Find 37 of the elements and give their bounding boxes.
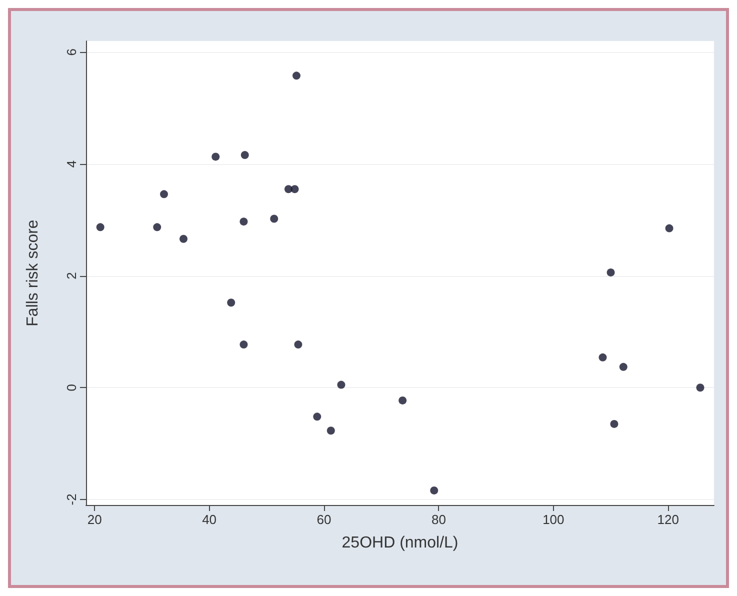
point — [270, 214, 278, 223]
y-axis-title: Falls risk score — [24, 220, 42, 326]
point — [240, 340, 248, 349]
point — [160, 190, 168, 198]
point — [610, 420, 618, 428]
x-tick-label: 60 — [316, 512, 332, 527]
point — [96, 223, 104, 232]
point — [292, 72, 300, 80]
point — [290, 185, 299, 194]
point — [212, 152, 220, 161]
point — [665, 224, 674, 232]
point — [313, 412, 322, 421]
point — [240, 218, 248, 226]
x-axis-title: 25OHD (nmol/L) — [342, 534, 458, 552]
point — [294, 340, 302, 349]
point — [398, 396, 407, 404]
x-tick-label: 40 — [202, 512, 217, 527]
x-tick-label: 100 — [542, 512, 564, 527]
point — [430, 486, 438, 494]
point — [180, 234, 188, 243]
point — [337, 380, 346, 389]
x-tick-label: 120 — [657, 512, 679, 527]
point — [606, 268, 615, 276]
point — [598, 353, 607, 362]
point — [619, 362, 628, 371]
point — [326, 426, 335, 435]
point — [240, 151, 249, 160]
point — [153, 223, 162, 232]
y-tick-label: 0 — [64, 384, 79, 392]
x-tick-label: 20 — [87, 512, 102, 527]
y-tick-label: 4 — [64, 160, 79, 168]
y-tick-label: 6 — [64, 48, 79, 56]
point — [227, 298, 236, 307]
point — [696, 384, 704, 392]
y-tick-label: -2 — [64, 494, 79, 506]
x-tick-label: 80 — [431, 512, 446, 527]
y-tick-label: 2 — [64, 272, 79, 280]
